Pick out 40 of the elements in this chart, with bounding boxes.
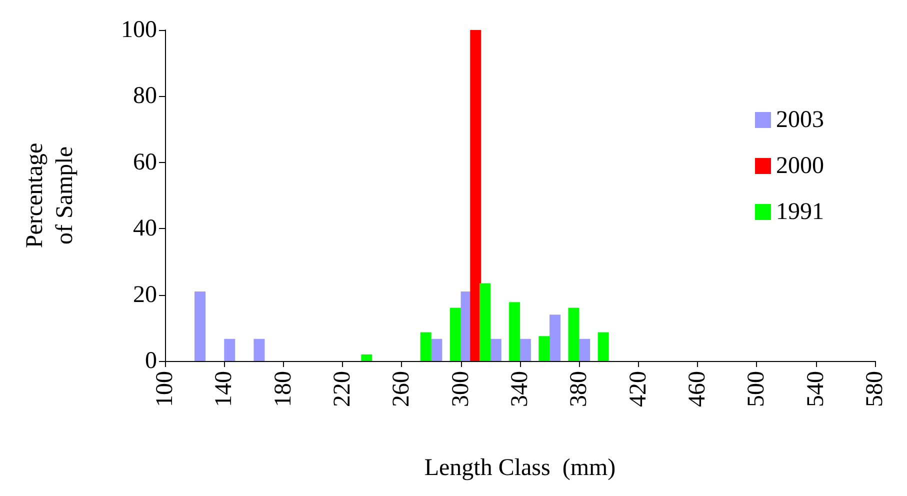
- legend-label: 1991: [776, 199, 824, 225]
- y-tick-label: 40: [133, 216, 157, 242]
- x-tick-label: 340: [507, 371, 533, 407]
- y-tick-label: 100: [121, 17, 157, 43]
- bar: [490, 338, 502, 361]
- y-tick-label: 60: [133, 149, 157, 176]
- bar: [520, 338, 531, 361]
- legend-label: 2000: [776, 153, 824, 179]
- y-tick-label: 80: [133, 83, 157, 110]
- bar: [361, 354, 372, 361]
- x-tick-label: 540: [802, 371, 829, 407]
- x-tick-label: 380: [566, 371, 592, 407]
- legend-label: 2003: [776, 107, 824, 133]
- x-tick-label: 500: [744, 371, 770, 407]
- bar: [470, 30, 482, 361]
- bar: [598, 332, 609, 361]
- x-axis-title: Length Class (mm): [424, 455, 616, 481]
- x-tick-label: 220: [330, 371, 356, 407]
- x-tick-label: 260: [388, 371, 415, 407]
- y-tick-label: 20: [133, 282, 157, 308]
- y-tick-label: 0: [145, 348, 157, 374]
- bar: [254, 338, 265, 361]
- x-tick-label: 140: [211, 371, 238, 407]
- bar: [550, 314, 561, 361]
- x-tick-label: 300: [448, 371, 474, 407]
- x-tick-label: 460: [684, 371, 710, 407]
- bar: [450, 308, 461, 361]
- bar: [538, 336, 550, 361]
- x-tick-label: 420: [625, 371, 652, 407]
- bar: [194, 291, 206, 361]
- y-axis-title: Percentage of Sample: [22, 142, 78, 248]
- bar: [431, 338, 442, 361]
- bar: [420, 332, 432, 361]
- bar: [509, 302, 520, 361]
- bar: [224, 338, 236, 361]
- bar: [479, 283, 490, 361]
- bar: [579, 338, 590, 361]
- bar: [568, 308, 580, 361]
- x-tick-label: 180: [270, 371, 296, 407]
- x-tick-label: 580: [862, 371, 888, 407]
